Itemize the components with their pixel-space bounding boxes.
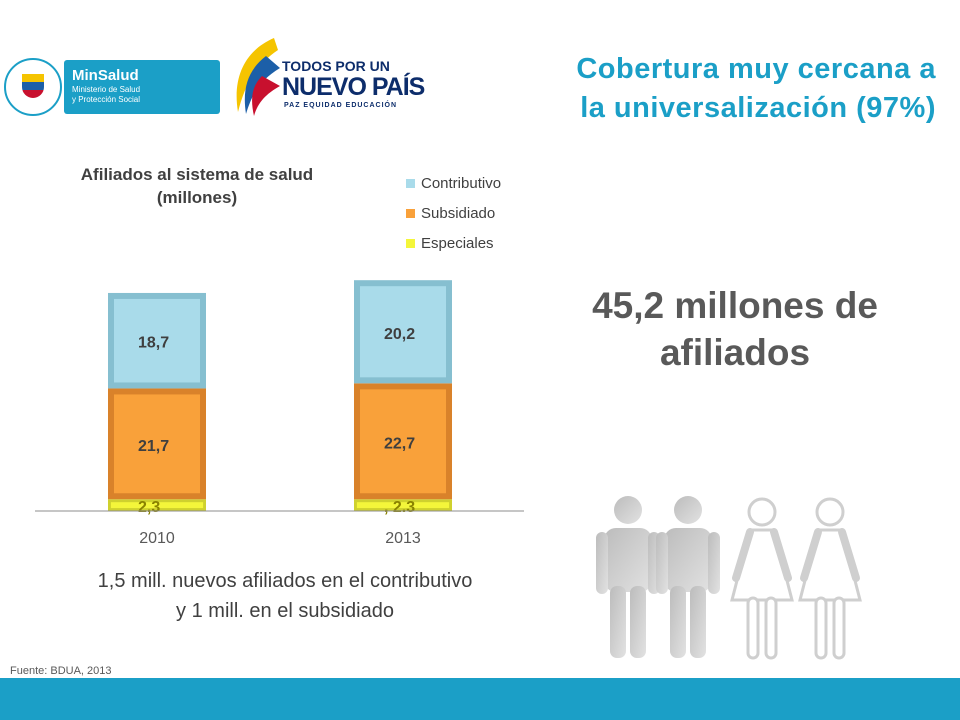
government-logo-line3: PAZ EQUIDAD EDUCACIÓN xyxy=(284,102,398,109)
government-logo-line2: NUEVO PAÍS xyxy=(282,73,425,101)
minsalud-logo-subtitle: Ministerio de Salud y Protección Social xyxy=(72,85,192,105)
page-title-line2: la universalización (97%) xyxy=(580,92,936,124)
woman-figure-icon xyxy=(730,497,794,660)
bar-value-label: , 2.3 xyxy=(384,499,415,516)
total-affiliates-stat: 45,2 millones de afiliados xyxy=(540,282,930,376)
page-title-line1: Cobertura muy cercana a xyxy=(576,53,936,85)
man-figure-icon xyxy=(596,496,660,658)
minsalud-logo-brand: MinSalud xyxy=(72,67,139,84)
chart-title-line1: Afiliados al sistema de salud xyxy=(80,165,314,184)
bar-segment-face xyxy=(110,502,204,509)
chart-note-line2: y 1 mill. en el subsidiado xyxy=(176,600,394,622)
legend-swatch xyxy=(406,178,415,188)
total-affiliates-stat-line2: afiliados xyxy=(659,332,811,373)
chart-legend: Contributivo Subsidiado Especiales xyxy=(406,168,566,258)
legend-swatch xyxy=(406,208,415,218)
minsalud-logo-subtitle-line1: Ministerio de Salud xyxy=(72,85,141,94)
x-tick-label: 2010 xyxy=(139,530,175,547)
man-figure-icon xyxy=(656,496,720,658)
minsalud-logo-band: MinSalud Ministerio de Salud y Protecció… xyxy=(64,60,220,114)
legend-label: Especiales xyxy=(421,234,494,252)
source-note: Fuente: BDUA, 2013 xyxy=(10,665,112,677)
stacked-bar-chart: 2,3 21,7 18,7 2010 , 2.3 22,7 20,2 2013 xyxy=(35,280,524,547)
government-logo: TODOS POR UN NUEVO PAÍS PAZ EQUIDAD EDUC… xyxy=(226,36,425,118)
legend-item-contributivo: Contributivo xyxy=(406,168,566,198)
bar-segment-face xyxy=(356,502,450,509)
bar-value-label: 21,7 xyxy=(138,438,169,455)
minsalud-logo-subtitle-line2: y Protección Social xyxy=(72,95,141,104)
government-logo-line1: TODOS POR UN xyxy=(282,58,390,74)
legend-item-especiales: Especiales xyxy=(406,228,566,258)
footer-band xyxy=(0,678,960,720)
chart-title-line2: (millones) xyxy=(156,188,238,207)
colombia-seal-icon xyxy=(4,58,62,116)
people-group-icon xyxy=(596,496,862,660)
minsalud-logo: MinSalud Ministerio de Salud y Protecció… xyxy=(4,58,220,116)
chart-note-line1: 1,5 mill. nuevos afiliados en el contrib… xyxy=(97,570,473,592)
legend-item-subsidiado: Subsidiado xyxy=(406,198,566,228)
bar-value-label: 20,2 xyxy=(384,326,415,343)
x-tick-label: 2013 xyxy=(385,530,421,547)
chart-title: Afiliados al sistema de salud (millones) xyxy=(22,163,372,209)
bar-value-label: 2,3 xyxy=(138,499,160,516)
legend-label: Contributivo xyxy=(421,174,502,192)
bar-segment-face xyxy=(114,394,200,494)
bar-value-label: 22,7 xyxy=(384,435,415,452)
legend-label: Subsidiado xyxy=(421,204,496,222)
government-logo-swoosh-icon xyxy=(236,38,280,116)
bar-segment-face xyxy=(114,298,200,383)
woman-figure-icon xyxy=(798,497,862,660)
total-affiliates-stat-line1: 45,2 millones de xyxy=(592,285,878,326)
bar-value-label: 18,7 xyxy=(138,335,169,352)
bar-segment-face xyxy=(360,389,446,494)
page-title: Cobertura muy cercana a la universalizac… xyxy=(420,50,936,128)
chart-note: 1,5 mill. nuevos afiliados en el contrib… xyxy=(20,566,550,626)
bar-segment-face xyxy=(360,286,446,378)
legend-swatch xyxy=(406,238,415,248)
